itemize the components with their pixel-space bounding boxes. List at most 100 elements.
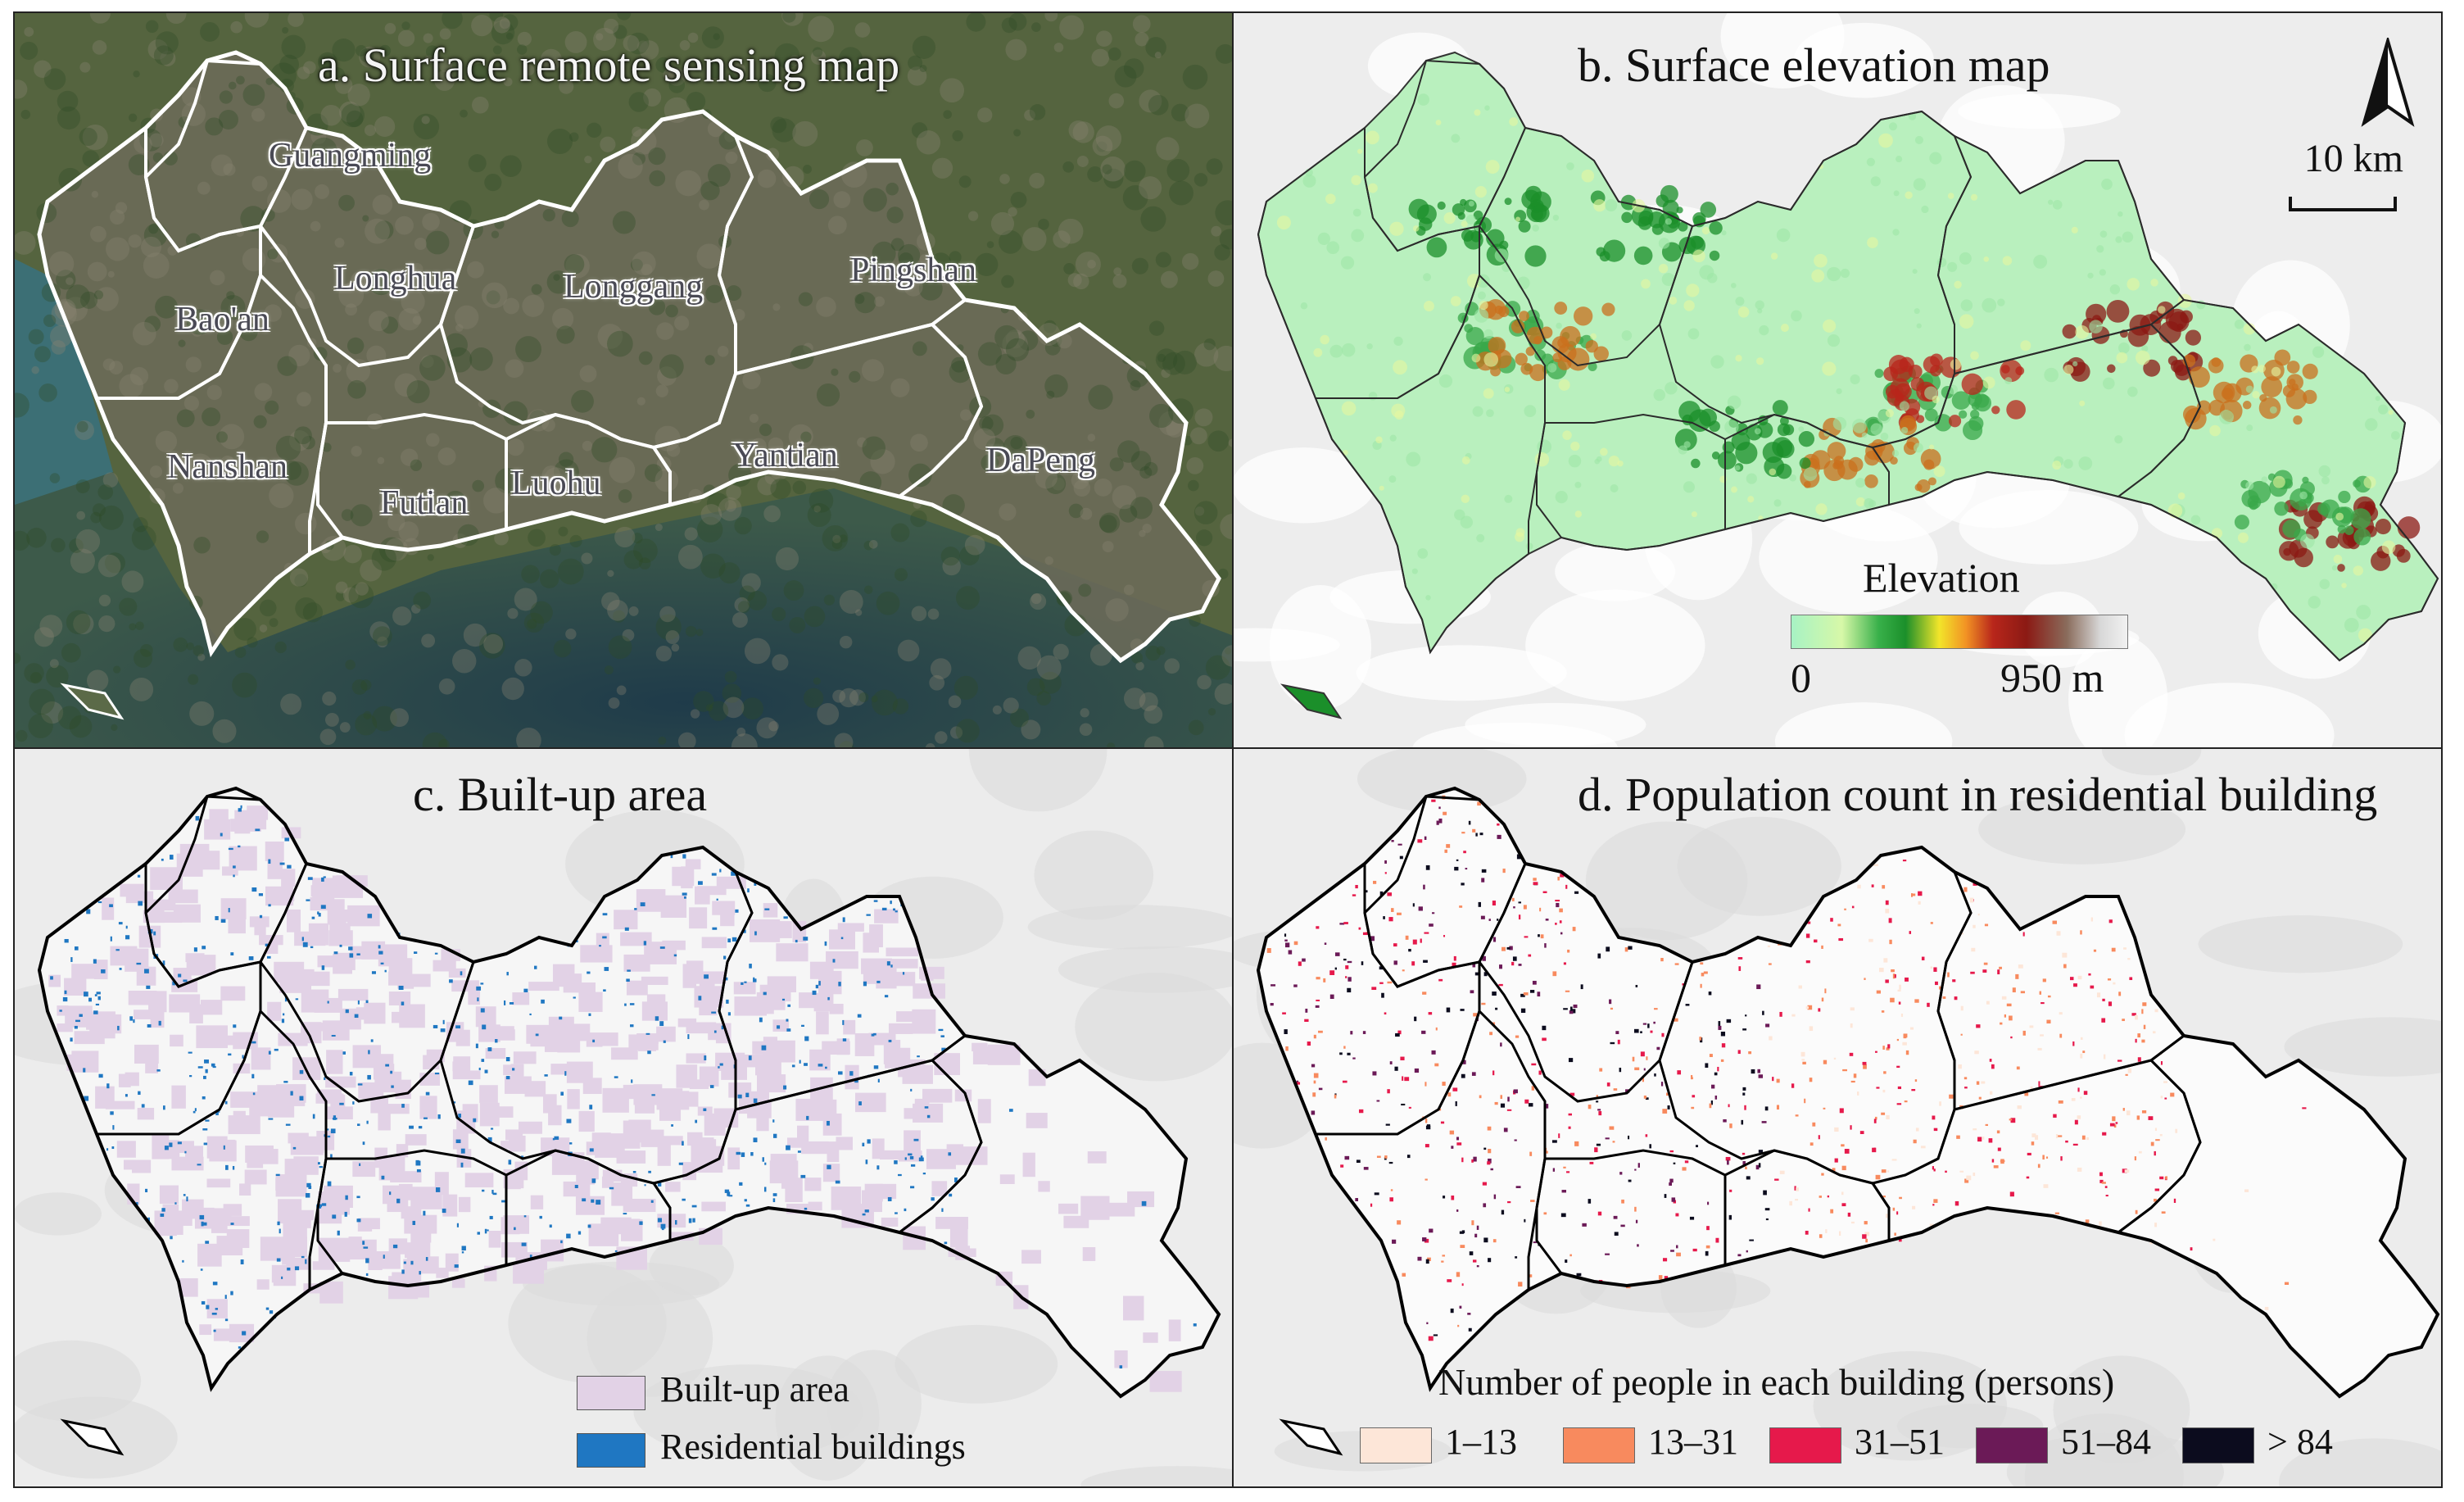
- residential-building: [749, 964, 752, 969]
- satellite-texture: [1024, 109, 1035, 121]
- elevation-relief: [2282, 384, 2296, 397]
- built-up-patch: [621, 1250, 644, 1264]
- population-building: [1964, 1077, 1968, 1080]
- satellite-texture: [395, 216, 414, 235]
- elevation-texture: [2299, 533, 2315, 549]
- satellite-texture: [657, 366, 677, 386]
- residential-building: [242, 1331, 247, 1336]
- satellite-texture: [919, 65, 927, 73]
- population-building: [2017, 1105, 2022, 1109]
- satellite-texture: [1036, 655, 1062, 680]
- built-up-patch: [284, 1159, 301, 1175]
- satellite-texture: [468, 154, 487, 173]
- residential-building: [321, 965, 325, 970]
- satellite-texture: [277, 356, 297, 376]
- elevation-texture: [1769, 468, 1777, 476]
- population-building: [1839, 1108, 1844, 1114]
- built-up-patch: [405, 1242, 431, 1259]
- residential-building: [228, 1053, 232, 1056]
- elevation-relief: [1961, 373, 1983, 396]
- satellite-texture: [434, 70, 455, 91]
- satellite-texture: [618, 489, 632, 503]
- built-up-patch: [326, 1050, 343, 1074]
- built-up-patch: [247, 1150, 264, 1168]
- population-building: [1956, 1135, 1960, 1139]
- population-building: [1609, 999, 1612, 1005]
- population-building: [2102, 1132, 2107, 1136]
- satellite-texture: [275, 435, 301, 461]
- residential-building: [106, 1083, 110, 1089]
- residential-building: [941, 1047, 946, 1051]
- basemap-terrain: [1356, 645, 1567, 701]
- population-building: [2035, 1135, 2039, 1140]
- population-building: [1682, 1167, 1687, 1171]
- elevation-texture: [1888, 122, 1898, 131]
- population-building: [1674, 963, 1679, 965]
- population-building: [1825, 1229, 1828, 1233]
- residential-building: [888, 1039, 892, 1042]
- built-up-patch: [818, 970, 842, 995]
- residential-building: [308, 1186, 312, 1190]
- satellite-texture: [1108, 93, 1125, 109]
- satellite-texture: [1206, 158, 1223, 175]
- built-up-patch: [455, 1029, 470, 1046]
- satellite-texture: [803, 165, 812, 174]
- residential-building: [111, 1146, 115, 1150]
- population-building: [1661, 1032, 1665, 1037]
- population-building: [1947, 972, 1950, 978]
- satellite-texture: [295, 512, 317, 535]
- population-building: [1408, 1106, 1411, 1109]
- satellite-texture: [912, 35, 936, 59]
- population-building: [1910, 893, 1914, 897]
- satellite-texture: [916, 130, 941, 155]
- satellite-texture: [782, 13, 796, 23]
- elevation-relief: [1437, 201, 1446, 211]
- population-building: [1814, 939, 1818, 943]
- population-building: [2009, 1191, 2014, 1197]
- residential-building: [863, 981, 867, 987]
- population-building: [1897, 989, 1901, 992]
- elevation-texture: [1621, 330, 1633, 341]
- residential-building: [838, 982, 841, 987]
- satellite-texture: [1080, 507, 1093, 520]
- built-up-patch: [808, 1201, 822, 1211]
- residential-building: [283, 1081, 288, 1083]
- built-up-patch: [451, 1278, 465, 1288]
- elevation-relief: [2302, 363, 2318, 379]
- satellite-texture: [400, 448, 419, 466]
- population-building: [1487, 1126, 1492, 1131]
- population-building: [2057, 1135, 2063, 1137]
- built-up-patch: [822, 1164, 840, 1182]
- population-building: [1744, 1105, 1746, 1110]
- population-building: [1749, 1239, 1754, 1241]
- satellite-texture: [695, 628, 704, 637]
- population-building: [1654, 1073, 1656, 1077]
- built-up-patch: [715, 1052, 745, 1071]
- population-building: [1302, 958, 1306, 962]
- population-building: [2000, 1159, 2004, 1164]
- district-boundary: [1314, 274, 1546, 655]
- satellite-texture: [665, 630, 680, 644]
- population-building: [1988, 1138, 1993, 1143]
- population-building: [1725, 1156, 1731, 1161]
- satellite-texture: [911, 606, 927, 622]
- satellite-texture: [90, 511, 102, 524]
- residential-building: [783, 916, 788, 919]
- population-building: [1597, 953, 1601, 959]
- satellite-texture: [284, 461, 309, 486]
- elevation-relief: [1711, 452, 1720, 460]
- residential-building: [268, 1050, 271, 1055]
- residential-building: [741, 1152, 745, 1157]
- residential-building: [529, 1255, 532, 1259]
- population-building: [1897, 1086, 1902, 1090]
- built-up-patch: [230, 819, 261, 832]
- satellite-texture: [98, 594, 111, 606]
- population-building: [2056, 931, 2061, 936]
- population-building: [2141, 1009, 2144, 1014]
- residential-building: [682, 892, 687, 896]
- population-building: [2052, 920, 2058, 924]
- panel-a-title: a. Surface remote sensing map: [318, 39, 900, 92]
- residential-building: [670, 855, 673, 859]
- population-building: [1682, 983, 1684, 986]
- satellite-texture: [1139, 692, 1158, 711]
